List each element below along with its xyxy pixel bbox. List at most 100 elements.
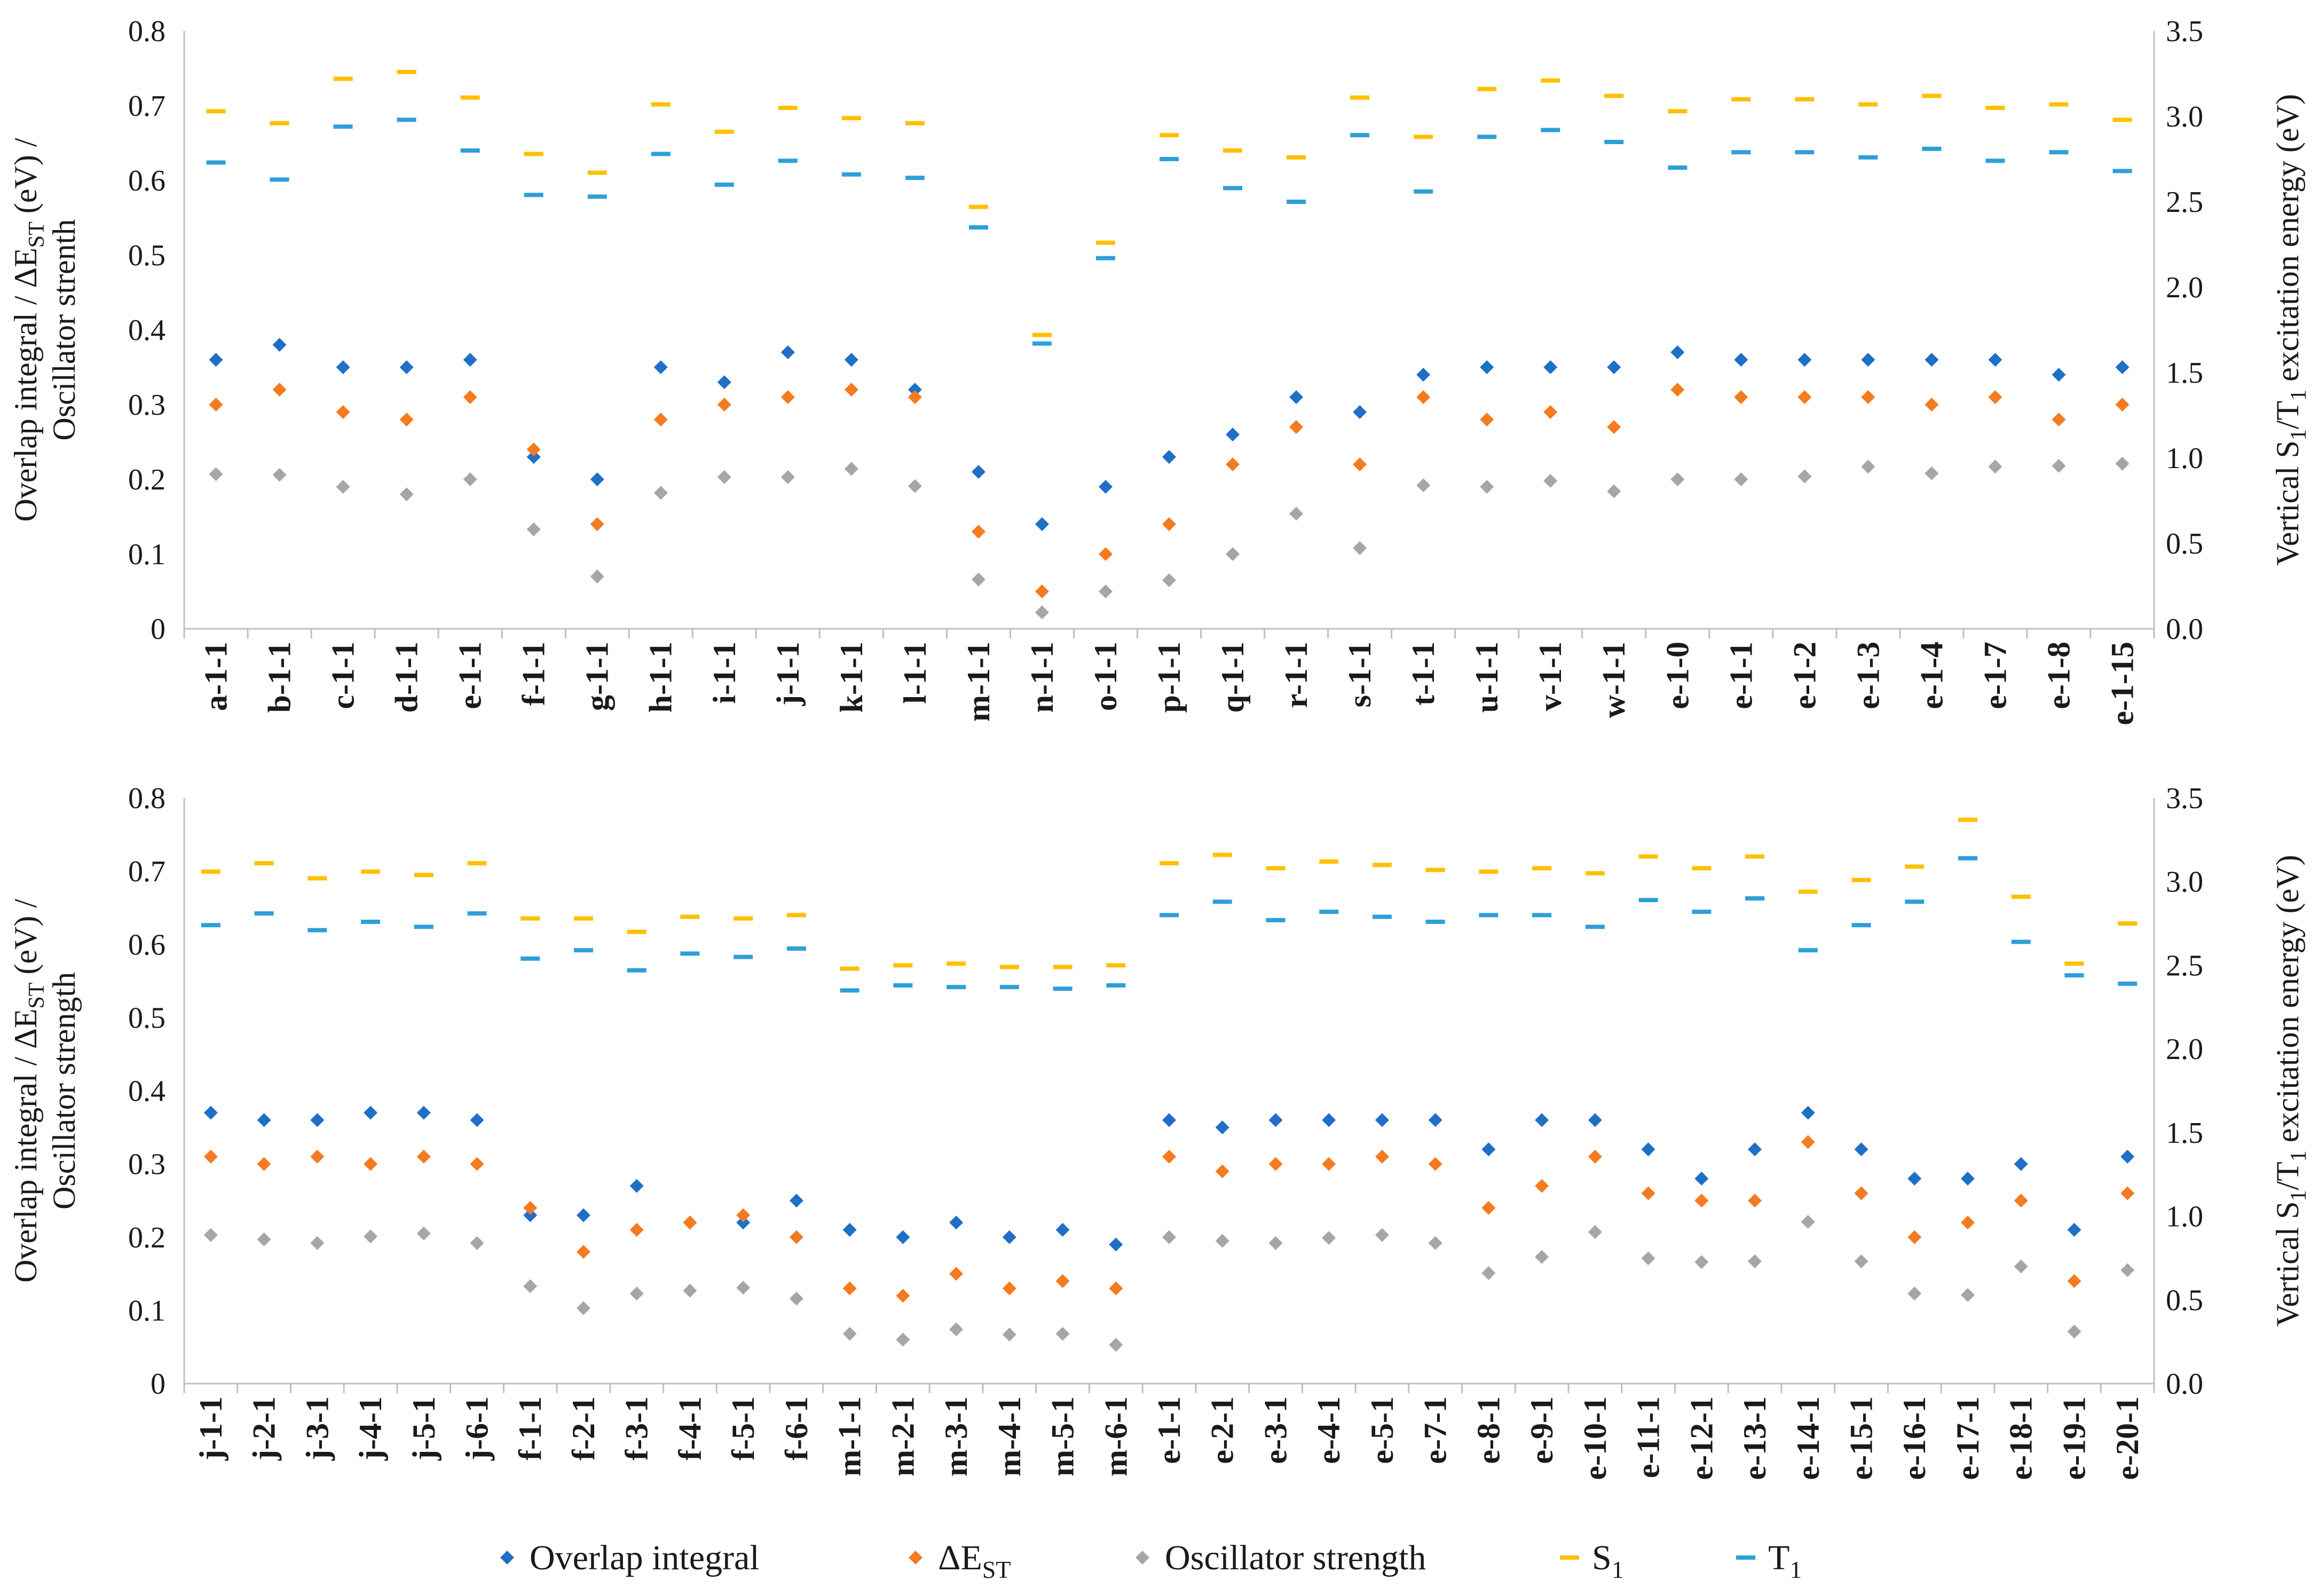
osc-point-j-3-1 <box>310 1236 325 1250</box>
dest-point-e-14-1 <box>1801 1135 1815 1149</box>
s1-mark-f-5-1 <box>734 916 753 921</box>
s1-mark-f-6-1 <box>786 913 806 918</box>
legend-item-t1: T1 <box>1736 1538 1802 1583</box>
legend-marker-t1 <box>1736 1555 1755 1560</box>
dest-point-e-1-2 <box>1797 390 1812 404</box>
overlap-point-e-1-2 <box>1797 353 1812 367</box>
x-tick-label-d-1-1: d-1-1 <box>389 642 424 713</box>
dest-point-e-7-1 <box>1428 1157 1442 1171</box>
overlap-point-e-1-3 <box>1861 353 1875 367</box>
x-tick-label-e-20-1: e-20-1 <box>2110 1396 2145 1480</box>
y-tick-left-label: 0.3 <box>128 389 165 422</box>
t1-mark-p-1-1 <box>1160 157 1179 161</box>
s1-mark-e-14-1 <box>1798 889 1818 894</box>
legend-marker-osc <box>1136 1551 1149 1565</box>
overlap-point-e-10-1 <box>1588 1113 1602 1127</box>
s1-mark-e-12-1 <box>1692 866 1712 871</box>
overlap-point-e-1-8 <box>2052 368 2066 382</box>
s1-mark-p-1-1 <box>1160 133 1179 138</box>
osc-point-f-5-1 <box>736 1281 751 1295</box>
overlap-point-u-1-1 <box>1480 360 1494 374</box>
overlap-point-e-13-1 <box>1748 1142 1762 1157</box>
overlap-point-f-1-1 <box>523 1208 538 1222</box>
overlap-point-j-1-1 <box>203 1105 218 1120</box>
x-tick-label-m-1-1: m-1-1 <box>832 1396 868 1476</box>
t1-mark-m-6-1 <box>1106 983 1126 988</box>
dest-point-d-1-1 <box>399 413 414 426</box>
t1-mark-j-4-1 <box>361 919 381 924</box>
x-tick-label-b-1-1: b-1-1 <box>262 642 297 713</box>
chart-top: 0 0.1 0.2 0.3 0.4 0.5 0.6 0.7 0.8 0.0 0.5 1.0 1.5 2.0… <box>8 15 2311 725</box>
overlap-point-a-1-1 <box>209 353 223 367</box>
dest-point-e-11-1 <box>1641 1186 1655 1200</box>
y-tick-right-label: 3.5 <box>2166 782 2203 815</box>
x-tick-label-e-16-1: e-16-1 <box>1897 1396 1932 1480</box>
s1-mark-e-9-1 <box>1532 866 1552 871</box>
overlap-point-j-2-1 <box>257 1113 271 1127</box>
x-tick-label-k-1-1: k-1-1 <box>834 642 869 713</box>
t1-mark-e-13-1 <box>1745 896 1765 901</box>
y-tick-right-label: 1.0 <box>2166 1200 2203 1234</box>
dest-point-e-2-1 <box>1215 1164 1229 1179</box>
x-tick-label-m-2-1: m-2-1 <box>885 1396 920 1476</box>
t1-mark-e-1-8 <box>2049 150 2069 155</box>
osc-point-d-1-1 <box>399 487 414 501</box>
t1-mark-e-1-3 <box>1858 155 1878 160</box>
overlap-point-i-1-1 <box>717 375 731 389</box>
osc-point-j-6-1 <box>470 1236 484 1250</box>
dest-point-e-8-1 <box>1481 1200 1496 1215</box>
t1-mark-e-1-15 <box>2112 169 2132 173</box>
overlap-point-e-16-1 <box>1907 1172 1922 1186</box>
osc-point-m-2-1 <box>896 1332 910 1347</box>
osc-point-t-1-1 <box>1416 478 1431 493</box>
s1-mark-e-10-1 <box>1585 871 1605 876</box>
y-tick-right-label: 2.0 <box>2166 1033 2203 1066</box>
s1-mark-j-1-1 <box>201 869 220 874</box>
s1-mark-e-2-1 <box>1212 852 1232 857</box>
s1-mark-e-1-3 <box>1858 102 1878 107</box>
x-tick-label-f-5-1: f-5-1 <box>726 1396 761 1460</box>
dest-point-v-1-1 <box>1543 405 1558 419</box>
dest-point-m-2-1 <box>896 1289 910 1303</box>
osc-point-j-1-1 <box>203 1228 218 1242</box>
s1-mark-j-2-1 <box>254 861 274 866</box>
overlap-point-f-1-1 <box>526 450 541 464</box>
x-tick-label-e-7-1: e-7-1 <box>1418 1396 1453 1464</box>
osc-point-e-8-1 <box>1481 1266 1496 1280</box>
overlap-point-w-1-1 <box>1607 360 1621 374</box>
t1-mark-t-1-1 <box>1414 189 1433 194</box>
t1-mark-c-1-1 <box>333 124 353 129</box>
x-tick-label-c-1-1: c-1-1 <box>326 642 361 709</box>
s1-mark-e-19-1 <box>2064 961 2084 966</box>
osc-point-e-1-8 <box>2052 459 2066 473</box>
dest-point-m-1-1 <box>842 1281 857 1295</box>
osc-point-e-1-1 <box>1734 472 1748 486</box>
t1-mark-d-1-1 <box>397 117 416 122</box>
dest-point-e-18-1 <box>2014 1194 2028 1208</box>
overlap-point-f-3-1 <box>629 1179 644 1193</box>
legend: Overlap integral ΔEST Oscillator strength S… <box>500 1538 1802 1583</box>
overlap-point-e-12-1 <box>1694 1172 1709 1186</box>
x-tick-label-e-3-1: e-3-1 <box>1258 1396 1293 1464</box>
t1-mark-e-11-1 <box>1638 898 1658 903</box>
overlap-point-v-1-1 <box>1543 360 1558 374</box>
x-tick-label-e-11-1: e-11-1 <box>1631 1396 1666 1478</box>
series-t1 <box>206 117 2132 346</box>
s1-mark-e-13-1 <box>1745 854 1765 859</box>
x-tick-label-m-5-1: m-5-1 <box>1045 1396 1081 1476</box>
x-tick-label-e-1-1: e-1-1 <box>1152 1396 1187 1464</box>
dest-point-e-4-1 <box>1322 1157 1336 1171</box>
s1-mark-m-3-1 <box>947 961 966 966</box>
x-tick-label-j-5-1: j-5-1 <box>406 1396 441 1461</box>
s1-mark-e-18-1 <box>2011 894 2031 899</box>
osc-point-e-20-1 <box>2120 1263 2135 1277</box>
overlap-point-e-5-1 <box>1375 1113 1389 1127</box>
overlap-point-e-11-1 <box>1641 1142 1655 1157</box>
s1-mark-e-3-1 <box>1266 866 1286 871</box>
t1-mark-n-1-1 <box>1032 341 1052 346</box>
x-tick-label-e-1-15: e-1-15 <box>2104 642 2140 725</box>
overlap-point-e-17-1 <box>1960 1172 1975 1186</box>
t1-mark-e-4-1 <box>1319 910 1339 914</box>
dest-point-j-1-1 <box>203 1149 218 1164</box>
dest-point-e-20-1 <box>2120 1186 2135 1200</box>
